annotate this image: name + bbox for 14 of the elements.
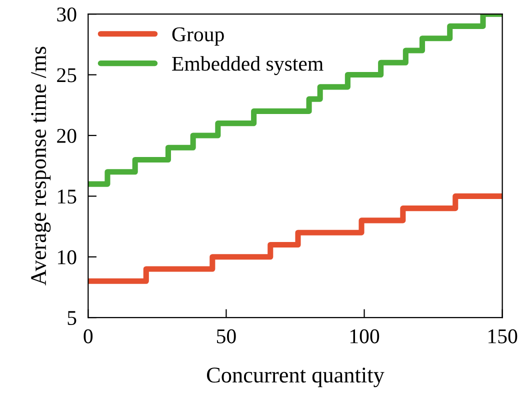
y-tick-label: 30 — [57, 7, 76, 22]
legend-label: Group — [172, 27, 224, 46]
y-tick-label: 25 — [57, 68, 76, 82]
y-tick-label: 10 — [58, 250, 76, 264]
y-tick-label: 20 — [57, 128, 76, 143]
x-axis-title: Concurrent quantity — [206, 368, 384, 388]
x-tick-label: 100 — [350, 329, 380, 344]
x-tick-label: 150 — [488, 329, 518, 344]
x-tick-label: 0 — [84, 329, 93, 344]
y-tick-label: 5 — [68, 311, 76, 326]
legend-label: Embedded system — [172, 56, 324, 76]
y-tick-label: 15 — [58, 190, 76, 204]
y-axis-title: Average response time /ms — [31, 46, 51, 286]
x-tick-label: 50 — [217, 329, 236, 344]
